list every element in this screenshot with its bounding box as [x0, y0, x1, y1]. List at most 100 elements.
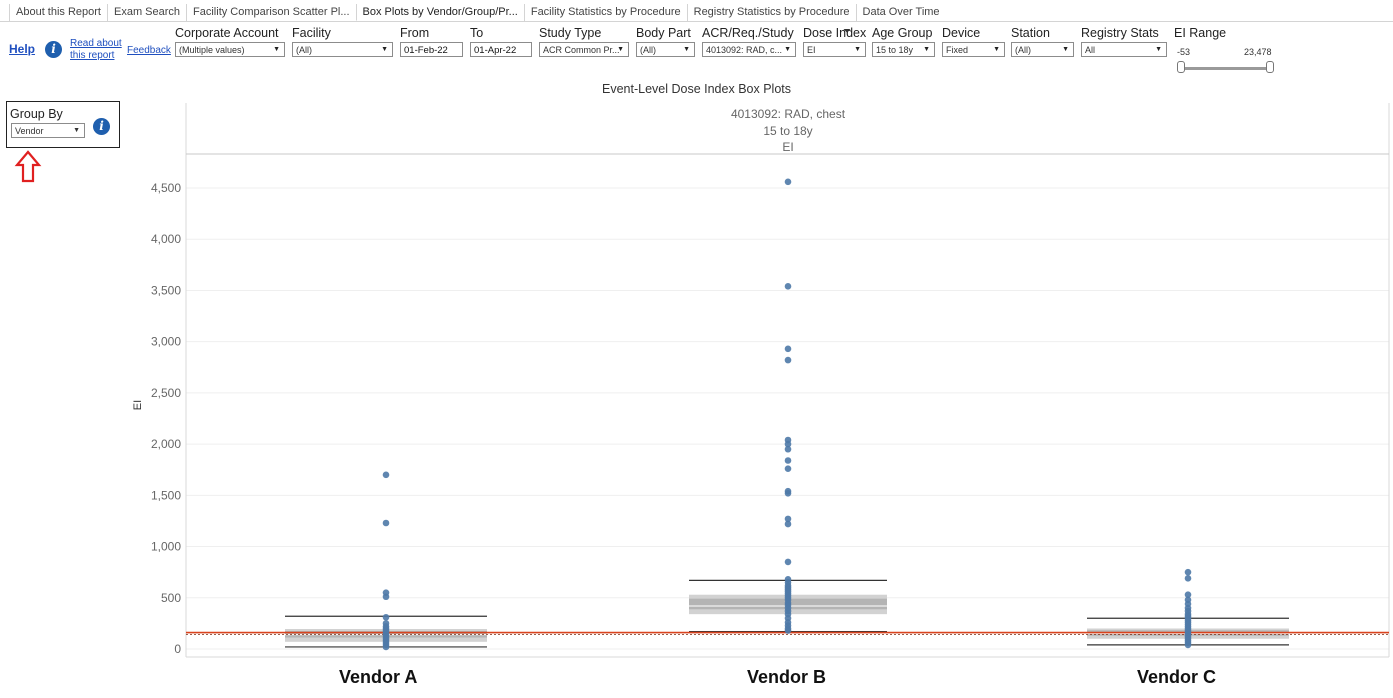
help-link[interactable]: Help: [9, 42, 36, 56]
data-point[interactable]: [784, 457, 792, 464]
data-point[interactable]: [784, 610, 792, 618]
tab-about-this-report[interactable]: About this Report: [9, 4, 107, 21]
data-point[interactable]: [784, 558, 792, 566]
data-point[interactable]: [784, 440, 792, 448]
body-part-dropdown[interactable]: (All) ▼: [636, 42, 695, 57]
data-point[interactable]: [382, 641, 390, 649]
data-point[interactable]: [1184, 641, 1192, 649]
dose-index-dropdown[interactable]: EI ▼: [803, 42, 866, 57]
data-point[interactable]: [382, 629, 390, 636]
data-point[interactable]: [784, 436, 792, 444]
acr-study-dropdown[interactable]: 4013092: RAD, c... ▼: [702, 42, 796, 57]
box-vendor-b[interactable]: [689, 579, 887, 633]
data-point[interactable]: [1184, 607, 1192, 615]
data-point[interactable]: [1184, 617, 1192, 624]
data-point[interactable]: [382, 635, 390, 643]
data-point[interactable]: [382, 631, 390, 638]
data-point[interactable]: [784, 582, 792, 589]
data-point[interactable]: [784, 627, 792, 634]
data-point[interactable]: [382, 637, 390, 645]
data-point[interactable]: [1184, 639, 1192, 647]
info-icon[interactable]: i: [45, 41, 62, 58]
data-point[interactable]: [1184, 591, 1192, 599]
tab-facility-comparison-scatter-pl[interactable]: Facility Comparison Scatter Pl...: [186, 4, 356, 21]
data-point[interactable]: [784, 604, 792, 612]
data-point[interactable]: [382, 627, 390, 634]
device-dropdown[interactable]: Fixed ▼: [942, 42, 1005, 57]
facility-dropdown[interactable]: (All) ▼: [292, 42, 393, 57]
data-point[interactable]: [1184, 596, 1192, 604]
data-point[interactable]: [382, 633, 390, 641]
data-point[interactable]: [784, 607, 792, 615]
to-date-input[interactable]: 01-Apr-22: [470, 42, 532, 57]
clear-filter-icon[interactable]: ⏷: [843, 26, 851, 37]
tab-data-over-time[interactable]: Data Over Time: [855, 4, 946, 21]
tab-facility-statistics-by-procedure[interactable]: Facility Statistics by Procedure: [523, 4, 687, 21]
data-point[interactable]: [382, 589, 390, 596]
data-point[interactable]: [784, 584, 792, 591]
data-point[interactable]: [1184, 625, 1192, 632]
data-point[interactable]: [784, 594, 792, 602]
data-point[interactable]: [784, 520, 792, 528]
from-date-input[interactable]: 01-Feb-22: [400, 42, 463, 57]
tab-registry-statistics-by-procedure[interactable]: Registry Statistics by Procedure: [686, 4, 856, 21]
ei-range-slider[interactable]: [1180, 67, 1272, 70]
ei-range-max-handle[interactable]: [1266, 61, 1274, 73]
data-point[interactable]: [1184, 629, 1192, 636]
data-point[interactable]: [784, 576, 792, 583]
data-point[interactable]: [382, 471, 390, 479]
corporate-account-dropdown[interactable]: (Multiple values) ▼: [175, 42, 285, 57]
data-point[interactable]: [784, 487, 792, 495]
data-point[interactable]: [784, 599, 792, 607]
data-point[interactable]: [784, 601, 792, 609]
data-point[interactable]: [382, 643, 390, 651]
data-point[interactable]: [1184, 631, 1192, 638]
data-point[interactable]: [784, 614, 792, 622]
data-point[interactable]: [382, 519, 390, 527]
data-point[interactable]: [784, 586, 792, 593]
box-vendor-a[interactable]: [285, 615, 487, 648]
data-point[interactable]: [1184, 600, 1192, 608]
data-point[interactable]: [382, 593, 390, 601]
data-point[interactable]: [1184, 627, 1192, 634]
data-point[interactable]: [382, 625, 390, 632]
data-point[interactable]: [784, 283, 792, 290]
data-point[interactable]: [784, 178, 792, 186]
data-point[interactable]: [784, 515, 792, 523]
data-point[interactable]: [382, 613, 390, 621]
age-group-dropdown[interactable]: 15 to 18y ▼: [872, 42, 935, 57]
study-type-dropdown[interactable]: ACR Common Pr... ▼: [539, 42, 629, 57]
data-point[interactable]: [1184, 633, 1192, 641]
data-point[interactable]: [784, 489, 792, 497]
data-point[interactable]: [784, 356, 792, 364]
data-point[interactable]: [784, 345, 792, 353]
group-by-info-icon[interactable]: i: [93, 118, 110, 135]
data-point[interactable]: [784, 592, 792, 600]
registry-stats-dropdown[interactable]: All ▼: [1081, 42, 1167, 57]
data-point[interactable]: [784, 465, 792, 472]
tab-box-plots-by-vendor-group-pr[interactable]: Box Plots by Vendor/Group/Pr...: [355, 4, 524, 21]
ei-range-min-handle[interactable]: [1177, 61, 1185, 73]
data-point[interactable]: [784, 588, 792, 595]
data-point[interactable]: [784, 590, 792, 597]
data-point[interactable]: [1184, 612, 1192, 620]
data-point[interactable]: [382, 623, 390, 630]
data-point[interactable]: [1184, 614, 1192, 622]
data-point[interactable]: [1184, 568, 1192, 576]
group-by-dropdown[interactable]: Vendor ▼: [11, 123, 85, 138]
box-vendor-c[interactable]: [1087, 617, 1289, 646]
data-point[interactable]: [1184, 623, 1192, 630]
data-point[interactable]: [382, 620, 390, 627]
station-dropdown[interactable]: (All) ▼: [1011, 42, 1074, 57]
data-point[interactable]: [1184, 575, 1192, 582]
data-point[interactable]: [784, 625, 792, 632]
data-point[interactable]: [784, 579, 792, 586]
data-point[interactable]: [1184, 619, 1192, 626]
feedback-link[interactable]: Feedback: [127, 45, 171, 56]
data-point[interactable]: [1184, 610, 1192, 618]
data-point[interactable]: [1184, 604, 1192, 612]
data-point[interactable]: [784, 596, 792, 604]
data-point[interactable]: [382, 639, 390, 647]
read-about-report-link[interactable]: Read about this report: [70, 38, 122, 62]
data-point[interactable]: [1184, 637, 1192, 645]
